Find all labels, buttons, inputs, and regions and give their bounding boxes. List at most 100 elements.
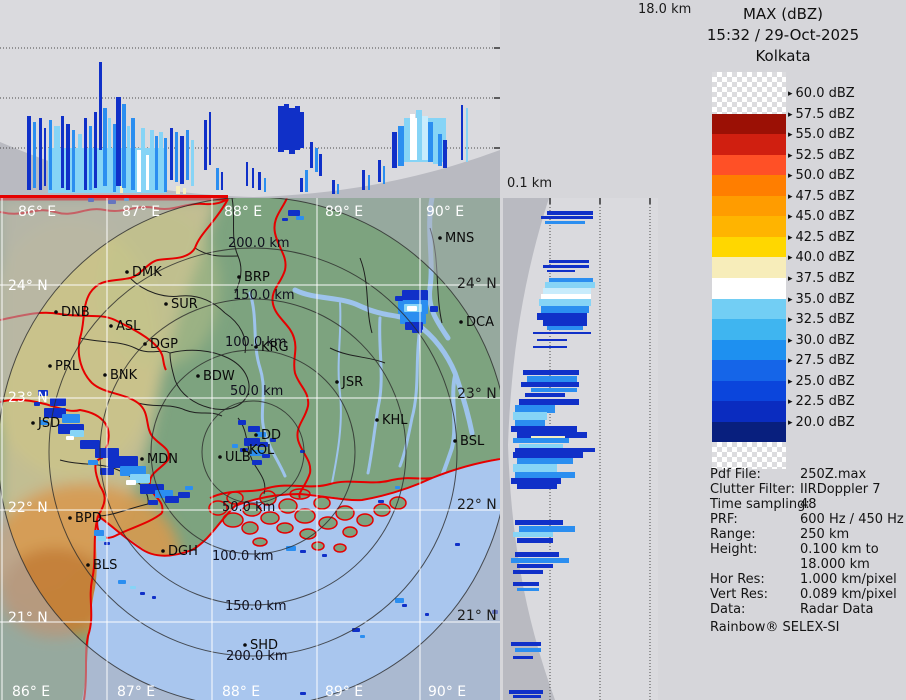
city-marker-dot	[438, 236, 442, 240]
echo-height-bar	[54, 126, 60, 192]
district-boundary	[194, 247, 239, 257]
delta-island	[311, 541, 325, 551]
echo-height-bar	[183, 188, 186, 194]
echo-height-bar	[120, 186, 123, 193]
echo-height-bar	[545, 282, 595, 288]
tick-arrow-icon: ▸	[788, 273, 793, 284]
city-marker-dot	[218, 455, 222, 459]
colorbar-tick-label: ▸ 45.0 dBZ	[788, 209, 855, 224]
echo-height-bar	[315, 148, 318, 172]
city-marker-dot	[335, 380, 339, 384]
city-marker-dot	[453, 439, 457, 443]
radar-echo-blob	[250, 450, 264, 456]
delta-island	[313, 496, 331, 510]
river-line	[440, 374, 457, 478]
echo-height-bar	[513, 695, 541, 698]
echo-height-bar	[539, 299, 591, 306]
longitude-label-top: 87° E	[122, 204, 160, 220]
city-label: BNK	[110, 368, 138, 383]
delta-island	[356, 513, 374, 527]
city-label: BDW	[203, 369, 235, 384]
echo-height-bar	[416, 110, 422, 158]
radar-echo-blob	[282, 218, 288, 221]
colorbar-swatch	[712, 421, 786, 443]
tick-text: 47.5 dBZ	[795, 188, 855, 204]
colorbar-swatch	[712, 257, 786, 279]
tick-text: 32.5 dBZ	[795, 312, 855, 328]
tick-arrow-icon: ▸	[788, 417, 793, 428]
echo-height-bar	[515, 420, 545, 428]
tick-text: 45.0 dBZ	[795, 209, 855, 225]
echo-height-bar	[549, 260, 589, 263]
metadata-row: Height: 0.100 km to	[660, 542, 906, 557]
city-marker-dot	[243, 643, 247, 647]
radar-echo-blob	[50, 398, 66, 406]
city-marker-dot	[125, 270, 129, 274]
longitude-label-bottom: 89° E	[325, 684, 363, 700]
echo-height-bar	[180, 136, 184, 184]
echo-height-bar	[278, 106, 284, 152]
echo-height-bar	[517, 564, 553, 568]
echo-height-bar	[412, 118, 417, 160]
echo-height-bar	[515, 520, 563, 525]
state-boundary	[0, 311, 167, 371]
metadata-value: 0.089 km/pixel	[800, 587, 897, 602]
tick-arrow-icon: ▸	[788, 356, 793, 367]
radar-echo-blob	[94, 530, 104, 536]
echo-height-bar	[513, 656, 533, 659]
echo-height-bar	[61, 116, 64, 188]
radar-echo-blob	[140, 592, 145, 595]
echo-height-bar	[170, 128, 173, 180]
legend-title-block: MAX (dBZ) 15:32 / 29-Oct-2025 Kolkata	[660, 4, 906, 67]
legend-panel: MAX (dBZ) 15:32 / 29-Oct-2025 Kolkata ▸ 6…	[660, 0, 906, 700]
tick-text: 20.0 dBZ	[795, 414, 855, 430]
echo-height-bar	[517, 588, 539, 591]
radar-echo-blob	[40, 420, 48, 425]
product-title: MAX (dBZ)	[742, 5, 824, 23]
metadata-label: Pdf File:	[710, 467, 761, 482]
metadata-label: Data:	[710, 602, 746, 617]
colorbar-transparent-cap-bottom	[712, 442, 786, 470]
metadata-value: 18.000 km	[800, 557, 870, 572]
echo-height-bar	[39, 118, 42, 190]
echo-height-bar	[466, 108, 468, 162]
echo-height-bar	[89, 126, 92, 190]
echo-height-bar	[176, 186, 180, 194]
echo-height-bar	[461, 105, 463, 160]
echo-height-bar	[511, 558, 569, 563]
state-boundary	[271, 198, 312, 499]
metadata-value: 0.100 km to	[800, 542, 879, 557]
colorbar-tick-label: ▸ 22.5 dBZ	[788, 394, 855, 409]
colorbar-tick-label: ▸ 35.0 dBZ	[788, 292, 855, 307]
metadata-row: Vert Res: 0.089 km/pixel	[660, 587, 906, 602]
delta-island	[252, 537, 268, 547]
sea-area	[82, 458, 500, 700]
colorbar-swatch	[712, 134, 786, 156]
tick-arrow-icon: ▸	[788, 109, 793, 120]
radar-echo-blob	[98, 536, 106, 541]
echo-height-bar	[515, 472, 575, 478]
colorbar-tick-label: ▸ 30.0 dBZ	[788, 333, 855, 348]
metadata-label: Vert Res:	[710, 587, 769, 602]
echo-height-bar	[513, 570, 543, 574]
radar-echo-blob	[238, 420, 246, 425]
longitude-label-bottom: 90° E	[428, 684, 466, 700]
echo-height-bar	[515, 648, 541, 652]
city-label: SHD	[250, 638, 278, 653]
echo-height-bar	[113, 124, 116, 192]
echo-height-bar	[191, 140, 194, 186]
echo-height-bar	[433, 128, 438, 164]
echo-height-bar	[116, 97, 121, 186]
echo-height-bar	[246, 162, 248, 186]
metadata-row: Clutter Filter: IIRDoppler 7	[660, 482, 906, 497]
radar-echo-blob	[148, 500, 158, 505]
city-label: BLS	[93, 558, 117, 573]
range-ring-label: 100.0 km	[225, 335, 287, 350]
delta-island	[208, 500, 228, 516]
state-boundary	[0, 398, 110, 517]
vertical-projection-east-panel	[503, 198, 658, 700]
tick-arrow-icon: ▸	[788, 315, 793, 326]
radar-echo-blob	[256, 432, 266, 437]
metadata-label: Time sampling:	[710, 497, 810, 512]
city-marker-dot	[375, 418, 379, 422]
